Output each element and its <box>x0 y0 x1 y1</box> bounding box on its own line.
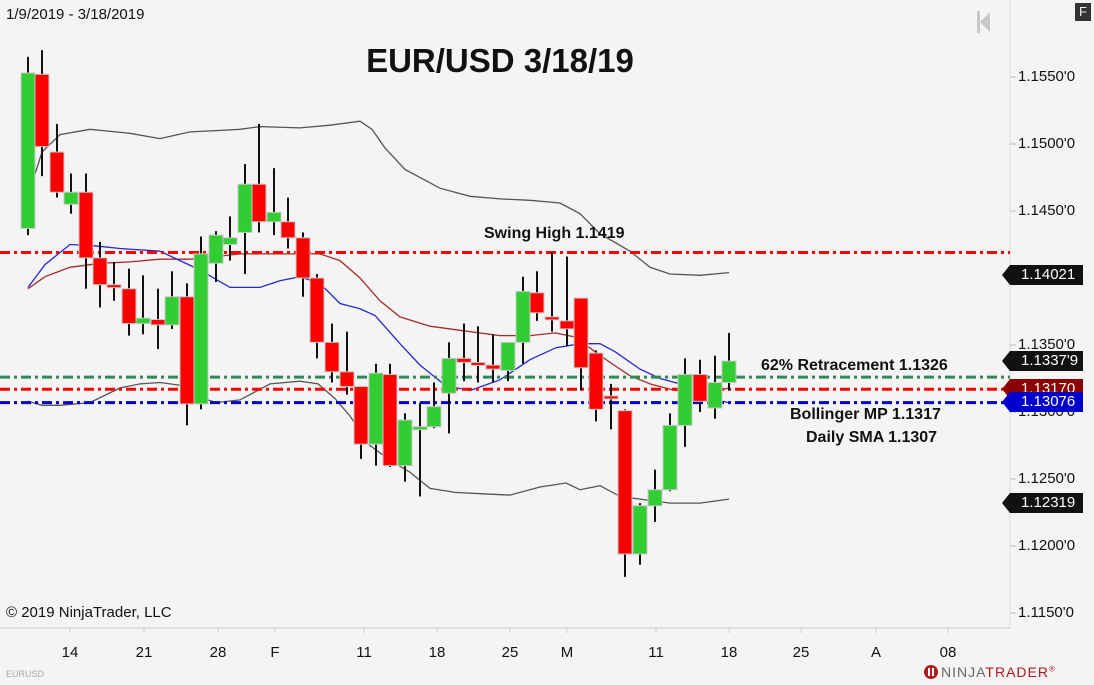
price-tag: 1.1337'9 <box>1002 351 1083 372</box>
candle-up <box>193 253 209 405</box>
instrument-symbol: EURUSD <box>6 669 45 679</box>
candle-down <box>251 183 267 223</box>
candle-down <box>485 364 501 370</box>
candle-down <box>603 395 619 400</box>
candle-up <box>412 426 428 431</box>
time-tick-label: 21 <box>135 644 153 661</box>
copyright-notice: © 2019 NinjaTrader, LLC <box>6 604 172 621</box>
candle-up <box>266 211 282 223</box>
date-range: 1/9/2019 - 3/18/2019 <box>6 6 145 23</box>
candle-up <box>135 317 151 325</box>
candle-down <box>309 277 325 343</box>
retracement-annotation: 62% Retracement 1.1326 <box>761 357 948 374</box>
price-tag-pointer-icon <box>1002 265 1010 286</box>
candle-down <box>544 316 560 321</box>
candle-down <box>559 320 575 330</box>
time-tick-label: 11 <box>648 644 664 661</box>
candle-up <box>721 360 737 384</box>
candle-down <box>617 410 633 555</box>
ninjatrader-logo-icon <box>924 665 938 679</box>
time-tick-label: 28 <box>209 644 227 661</box>
time-tick-label: 18 <box>428 644 446 661</box>
candle-down <box>295 237 311 279</box>
candle-down <box>280 221 296 239</box>
candle-down <box>121 288 137 325</box>
price-tag: 1.12319 <box>1002 493 1083 514</box>
candle-down <box>106 284 122 289</box>
candle-up <box>164 296 180 326</box>
time-tick-label: F <box>270 644 280 661</box>
candle-up <box>500 341 516 371</box>
price-tick-label: 1.1350'0 <box>1018 336 1076 353</box>
price-tag-pointer-icon <box>1002 391 1010 412</box>
candle-down <box>456 357 472 363</box>
bollinger-upper-band <box>27 120 730 276</box>
time-tick-label: M <box>560 644 574 661</box>
candle-down <box>92 257 108 286</box>
candle-up <box>368 372 384 445</box>
candle-up <box>515 290 531 343</box>
candle-down <box>179 296 195 405</box>
time-tick-label: 11 <box>356 644 372 661</box>
price-tag-pointer-icon <box>1002 379 1010 400</box>
price-tag: 1.13076 <box>1002 391 1083 412</box>
candle-down <box>382 373 398 467</box>
price-tick-label: 1.1150'0 <box>1018 604 1074 621</box>
float-toggle-button[interactable]: F <box>1075 3 1091 21</box>
candle-up <box>20 72 36 229</box>
candle-down <box>78 191 94 259</box>
candle-down <box>529 292 545 314</box>
daily-sma-annotation: Daily SMA 1.1307 <box>806 429 938 446</box>
chart-title: EUR/USD 3/18/19 <box>366 42 634 79</box>
candle-down <box>573 297 589 369</box>
candle-up <box>426 406 442 428</box>
candle-up <box>441 357 457 394</box>
time-tick-label: 18 <box>720 644 738 661</box>
price-tick-label: 1.1500'0 <box>1018 135 1076 152</box>
price-tag: 1.14021 <box>1002 265 1083 286</box>
time-tick-label: A <box>870 644 882 661</box>
candle-down <box>588 352 604 410</box>
candle-down <box>150 319 166 326</box>
sma-fast-line <box>27 243 730 404</box>
time-tick-label: 25 <box>792 644 810 661</box>
candle-down <box>339 371 355 388</box>
swing-high-annotation: Swing High 1.1419 <box>484 225 625 242</box>
candle-up <box>397 419 413 467</box>
price-tick-label: 1.1200'0 <box>1018 537 1076 554</box>
candle-down <box>470 361 486 366</box>
collapse-panel-icon[interactable] <box>976 9 992 35</box>
candle-up <box>632 505 648 555</box>
price-tick-label: 1.1450'0 <box>1018 202 1076 219</box>
candle-up <box>63 191 79 205</box>
candle-up <box>677 373 693 426</box>
price-tag-pointer-icon <box>1002 351 1010 372</box>
candle-down <box>49 151 65 193</box>
candle-up <box>222 237 238 246</box>
candle-down <box>353 386 369 445</box>
time-tick-label: 14 <box>61 644 79 661</box>
price-tick-label: 1.1250'0 <box>1018 470 1076 487</box>
candle-down <box>692 373 708 402</box>
candle-down <box>324 341 340 373</box>
candle-up <box>707 382 723 409</box>
bollinger-mp-annotation: Bollinger MP 1.1317 <box>790 406 941 423</box>
candle-up <box>662 424 678 491</box>
price-tag-pointer-icon <box>1002 493 1010 514</box>
candle-up <box>208 234 224 264</box>
time-tick-label: 08 <box>939 644 957 661</box>
candle-down <box>34 73 50 148</box>
price-tick-label: 1.1550'0 <box>1018 68 1076 85</box>
ninjatrader-logo: NINJATRADER® <box>924 664 1056 680</box>
time-tick-label: 25 <box>501 644 519 661</box>
candle-up <box>647 489 663 507</box>
candle-up <box>237 183 253 233</box>
